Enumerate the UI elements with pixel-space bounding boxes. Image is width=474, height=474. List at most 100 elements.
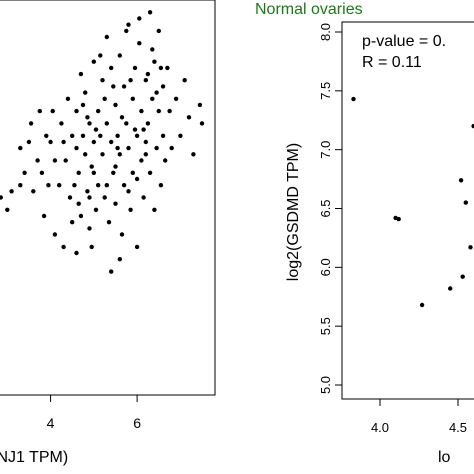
left-point bbox=[126, 145, 131, 151]
right-y-tick-label: 6.5 bbox=[318, 199, 333, 217]
right-point bbox=[419, 302, 425, 308]
left-point bbox=[169, 145, 174, 151]
left-point bbox=[145, 71, 151, 77]
left-point bbox=[128, 78, 133, 83]
left-point bbox=[100, 78, 105, 83]
left-point bbox=[126, 22, 131, 27]
left-point bbox=[26, 139, 32, 145]
left-point bbox=[48, 139, 53, 145]
left-point bbox=[70, 220, 75, 225]
left-point bbox=[96, 108, 101, 114]
right-panel: Normal ovaries 5.0 5.5 6.0 6.5 7.0 7.5 8.0 4.0… bbox=[255, 1, 474, 466]
left-point bbox=[126, 189, 131, 194]
left-point bbox=[91, 170, 97, 175]
left-point bbox=[119, 232, 125, 237]
left-point bbox=[0, 195, 3, 200]
right-point bbox=[458, 178, 464, 183]
right-y-tick-label: 7.5 bbox=[318, 82, 333, 100]
left-point bbox=[78, 213, 84, 219]
left-point bbox=[147, 10, 153, 15]
left-point bbox=[167, 108, 172, 114]
left-point bbox=[104, 121, 110, 126]
left-point bbox=[141, 195, 146, 200]
left-point bbox=[74, 108, 79, 114]
left-point bbox=[85, 115, 90, 120]
left-x-tick-label: 6 bbox=[133, 415, 141, 431]
right-annotation-pvalue: p-value = 0. bbox=[362, 33, 446, 50]
left-point bbox=[134, 244, 140, 250]
left-point bbox=[128, 207, 133, 212]
right-x-tick-label: 4.5 bbox=[449, 420, 467, 435]
right-point bbox=[396, 216, 401, 222]
left-point bbox=[143, 139, 148, 145]
left-point bbox=[139, 158, 144, 163]
left-point bbox=[113, 102, 118, 108]
left-point bbox=[80, 133, 86, 138]
right-plot-frame bbox=[341, 21, 474, 400]
left-point bbox=[130, 96, 135, 102]
left-point bbox=[178, 133, 183, 138]
left-point bbox=[132, 65, 138, 71]
left-point bbox=[154, 90, 159, 95]
right-point bbox=[351, 96, 356, 102]
right-point bbox=[460, 274, 465, 279]
left-point bbox=[9, 189, 14, 194]
left-point bbox=[137, 41, 142, 46]
right-point bbox=[468, 245, 473, 250]
left-point bbox=[130, 170, 135, 175]
left-point bbox=[98, 53, 103, 58]
left-point bbox=[5, 207, 10, 212]
left-point bbox=[156, 108, 161, 114]
left-point bbox=[182, 78, 187, 83]
left-point bbox=[145, 121, 151, 126]
left-point bbox=[147, 170, 153, 175]
left-point bbox=[152, 207, 157, 212]
left-point bbox=[134, 133, 140, 138]
right-y-axis-label: log2(GSDMD TPM) bbox=[285, 143, 302, 281]
left-point bbox=[100, 152, 105, 157]
left-point bbox=[31, 189, 36, 194]
left-point bbox=[76, 170, 81, 175]
left-point bbox=[41, 213, 47, 219]
left-point bbox=[158, 183, 164, 188]
left-point bbox=[199, 121, 205, 126]
left-point bbox=[96, 183, 101, 188]
left-point bbox=[83, 152, 88, 157]
left-point bbox=[109, 269, 114, 274]
left-point bbox=[91, 59, 97, 64]
left-point bbox=[70, 133, 75, 138]
left-point bbox=[83, 90, 88, 95]
left-point bbox=[46, 183, 51, 188]
left-point bbox=[50, 108, 55, 114]
right-y-tick-label: 6.0 bbox=[318, 258, 333, 276]
right-y-tick-label: 8.0 bbox=[318, 23, 333, 41]
left-point bbox=[85, 189, 90, 194]
left-point bbox=[87, 226, 92, 231]
right-annotation-r: R = 0.11 bbox=[362, 54, 422, 71]
left-point bbox=[143, 78, 148, 83]
left-point bbox=[150, 47, 155, 52]
left-point bbox=[87, 121, 92, 126]
left-point bbox=[197, 102, 203, 108]
left-point bbox=[111, 84, 116, 89]
left-point bbox=[18, 183, 23, 188]
left-x-axis-label: INJ1 TPM) bbox=[0, 449, 68, 466]
left-point bbox=[57, 183, 62, 188]
left-point bbox=[160, 133, 166, 138]
right-y-tick-label: 7.0 bbox=[318, 141, 333, 159]
right-x-axis-label: lo bbox=[438, 449, 451, 466]
left-point bbox=[87, 195, 92, 200]
left-point bbox=[39, 170, 45, 175]
left-point bbox=[111, 170, 116, 175]
left-point bbox=[106, 220, 112, 225]
left-point bbox=[52, 158, 58, 163]
left-point bbox=[102, 96, 107, 102]
left-point bbox=[89, 244, 94, 250]
left-point bbox=[121, 84, 127, 89]
left-point bbox=[117, 257, 123, 262]
right-x-tick-label: 4.0 bbox=[371, 420, 389, 435]
right-y-tick-label: 5.5 bbox=[318, 317, 333, 335]
left-point bbox=[143, 152, 148, 157]
left-point bbox=[74, 145, 79, 151]
right-x-ticks: 4.0 4.5 bbox=[371, 399, 467, 435]
